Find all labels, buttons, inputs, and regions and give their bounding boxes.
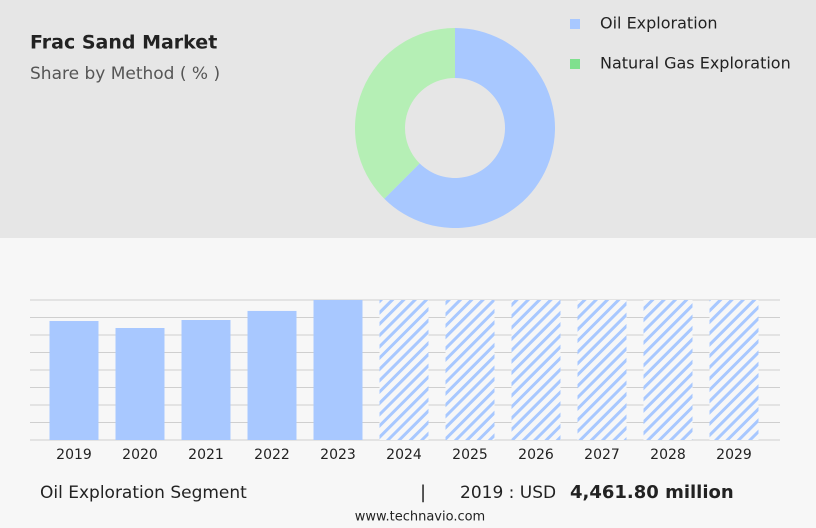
forecast-placeholder	[511, 300, 561, 440]
forecast-placeholder	[577, 300, 627, 440]
footer-separator: |	[420, 482, 426, 503]
x-tick-label: 2019	[56, 447, 92, 463]
forecast-placeholder	[643, 300, 693, 440]
x-tick-label: 2020	[122, 447, 158, 463]
footer-segment: Oil Exploration Segment	[40, 483, 247, 503]
footer-year: 2019 : USD	[460, 483, 556, 503]
pie-slice	[384, 28, 555, 228]
bar	[247, 310, 297, 440]
footer-source: www.technavio.com	[355, 510, 485, 525]
x-tick-label: 2022	[254, 447, 290, 463]
forecast-placeholder	[445, 300, 495, 440]
x-tick-label: 2024	[386, 447, 422, 463]
legend-swatch	[570, 19, 580, 29]
chart-subtitle: Share by Method ( % )	[30, 64, 220, 84]
legend-label: Natural Gas Exploration	[600, 54, 791, 73]
chart-title: Frac Sand Market	[30, 32, 217, 54]
legend-swatch	[570, 59, 580, 69]
forecast-placeholder	[379, 300, 429, 440]
x-tick-label: 2026	[518, 447, 554, 463]
bar	[49, 321, 99, 440]
x-tick-label: 2028	[650, 447, 686, 463]
bar	[115, 328, 165, 440]
bar	[181, 320, 231, 440]
x-tick-label: 2023	[320, 447, 356, 463]
legend-label: Oil Exploration	[600, 14, 718, 33]
x-tick-label: 2021	[188, 447, 224, 463]
x-tick-label: 2029	[716, 447, 752, 463]
forecast-placeholder	[709, 300, 759, 440]
footer-value: 4,461.80 million	[570, 482, 734, 503]
x-tick-label: 2025	[452, 447, 488, 463]
pie-slice	[354, 28, 455, 199]
x-tick-label: 2027	[584, 447, 620, 463]
bar	[313, 300, 363, 440]
